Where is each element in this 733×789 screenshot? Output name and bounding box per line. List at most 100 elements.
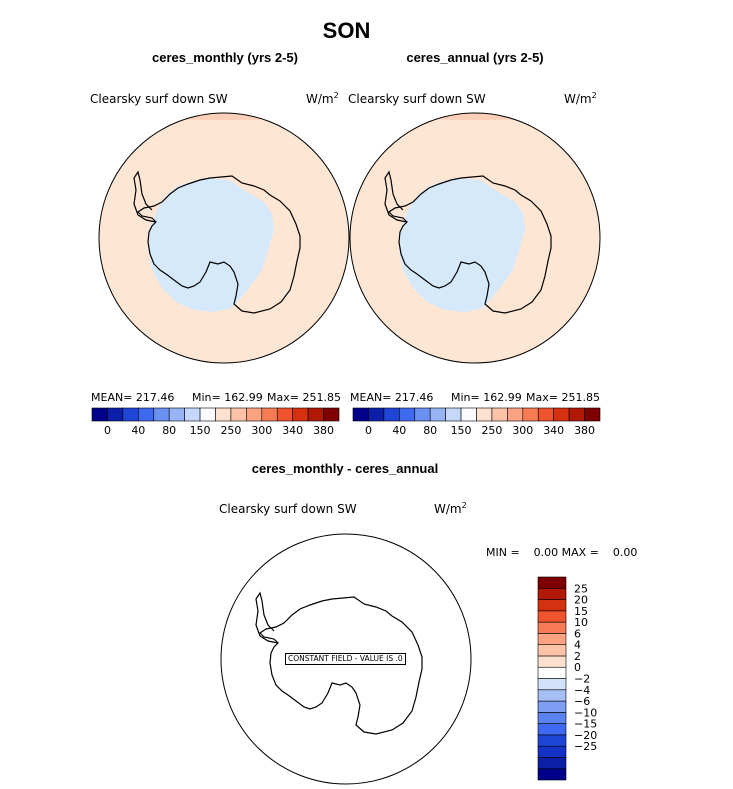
colorbar-monthly: 0 40 80 150 250 300 340 380: [91, 407, 340, 437]
colorbar-diff-tick-label: −10: [574, 706, 597, 719]
colorbar-monthly-swatch: [323, 407, 340, 422]
colorbar-annual-swatch: [553, 407, 570, 422]
colorbar-monthly-swatch: [138, 407, 155, 422]
colorbar-monthly-tick-label: 150: [190, 424, 211, 437]
colorbar-annual-swatch: [537, 407, 554, 422]
colorbar-diff-swatch: [537, 599, 567, 612]
constant-field-label: CONSTANT FIELD - VALUE IS .0: [285, 653, 406, 665]
colorbar-diff-swatch: [537, 745, 567, 758]
map-border-annual: [349, 112, 601, 364]
colorbar-annual-swatch: [414, 407, 431, 422]
colorbar-monthly-swatch: [107, 407, 124, 422]
panel-title-monthly: ceres_monthly (yrs 2-5): [152, 50, 298, 65]
colorbar-diff-swatch: [537, 587, 567, 600]
colorbar-annual: 0 40 80 150 250 300 340 380: [352, 407, 601, 437]
min-monthly: Min= 162.99: [192, 391, 263, 404]
colorbar-diff-swatch: [537, 576, 567, 589]
season-title: SON: [322, 18, 371, 43]
colorbar-monthly-swatch: [91, 407, 108, 422]
colorbar-diff-swatch: [537, 621, 567, 634]
colorbar-diff-tick-label: −25: [574, 740, 597, 753]
colorbar-annual-swatch: [507, 407, 524, 422]
panel-title-diff: ceres_monthly - ceres_annual: [251, 461, 439, 476]
variable-label-diff: Clearsky surf down SW: [219, 502, 357, 516]
colorbar-annual-swatch: [584, 407, 601, 422]
colorbar-diff-swatch: [537, 768, 567, 781]
colorbar-annual-tick-label: 150: [451, 424, 472, 437]
rim-band-monthly: [99, 113, 349, 120]
colorbar-diff-tick-label: 10: [574, 616, 588, 629]
map-panel-annual: [349, 112, 601, 364]
colorbar-annual-tick-label: 40: [392, 424, 406, 437]
colorbar-diff-tick-label: 4: [574, 639, 581, 652]
colorbar-monthly-tick-label: 80: [162, 424, 176, 437]
colorbar-monthly-tick-label: 40: [131, 424, 145, 437]
colorbar-monthly-swatch: [122, 407, 139, 422]
colorbar-monthly-tick-label: 0: [104, 424, 111, 437]
colorbar-monthly-swatch: [307, 407, 324, 422]
panel-title-annual: ceres_annual (yrs 2-5): [406, 50, 544, 65]
colorbar-diff-swatch: [537, 723, 567, 736]
colorbar-diff-tick-label: 20: [574, 594, 588, 607]
colorbar-diff-swatch: [537, 734, 567, 747]
colorbar-annual-tick-label: 0: [365, 424, 372, 437]
colorbar-monthly-swatch: [199, 407, 216, 422]
rim-band-annual: [350, 113, 600, 120]
colorbar-annual-swatch: [368, 407, 385, 422]
colorbar-diff-swatch: [537, 633, 567, 645]
mean-monthly: MEAN= 217.46: [91, 391, 175, 404]
colorbar-annual-swatch: [445, 407, 462, 422]
colorbar-diff-tick-label: −6: [574, 695, 590, 708]
colorbar-monthly-swatch: [292, 407, 309, 422]
max-annual: Max= 251.85: [526, 391, 600, 404]
colorbar-diff-tick-label: −2: [574, 673, 590, 686]
map-panel-monthly: [98, 112, 350, 364]
colorbar-monthly-tick-label: 340: [282, 424, 303, 437]
colorbar-monthly-swatch: [261, 407, 278, 422]
colorbar-monthly-swatch: [184, 407, 201, 422]
colorbar-diff-tick-label: 15: [574, 605, 588, 618]
colorbar-annual-swatch: [476, 407, 493, 422]
colorbar-diff-tick-label: 6: [574, 627, 581, 640]
colorbar-annual-tick-label: 380: [574, 424, 595, 437]
variable-label-monthly: Clearsky surf down SW: [90, 92, 228, 106]
colorbar-diff-tick-label: 2: [574, 650, 581, 663]
colorbar-monthly-tick-label: 250: [220, 424, 241, 437]
colorbar-annual-tick-label: 80: [423, 424, 437, 437]
colorbar-monthly-swatch: [276, 407, 293, 422]
colorbar-monthly-tick-label: 300: [251, 424, 272, 437]
map-border-diff: [220, 533, 472, 785]
colorbar-diff-swatch: [537, 757, 567, 770]
colorbar-annual-swatch: [429, 407, 446, 422]
colorbar-annual-tick-label: 300: [512, 424, 533, 437]
colorbar-diff-tick-label: −4: [574, 684, 590, 697]
colorbar-monthly-swatch: [230, 407, 247, 422]
colorbar-diff-tick-label: −20: [574, 729, 597, 742]
colorbar-diff-swatch: [537, 678, 567, 691]
min-annual: Min= 162.99: [451, 391, 522, 404]
map-border-monthly: [98, 112, 350, 364]
colorbar-annual-swatch: [383, 407, 400, 422]
colorbar-annual-swatch: [352, 407, 369, 422]
colorbar-monthly-swatch: [215, 407, 232, 422]
colorbar-diff-swatch: [537, 689, 567, 702]
colorbar-annual-swatch: [491, 407, 508, 422]
colorbar-annual-swatch: [399, 407, 416, 422]
diff-stats: MIN = 0.00 MAX = 0.00: [486, 546, 638, 559]
colorbar-monthly-swatch: [168, 407, 185, 422]
mean-annual: MEAN= 217.46: [350, 391, 434, 404]
colorbar-annual-swatch: [522, 407, 539, 422]
colorbar-diff-swatch: [537, 666, 567, 679]
units-annual: W/m2: [564, 91, 597, 106]
colorbar-annual-swatch: [460, 407, 477, 422]
colorbar-annual-swatch: [568, 407, 585, 422]
colorbar-diff-tick-label: 25: [574, 582, 588, 595]
colorbar-annual-tick-label: 340: [543, 424, 564, 437]
colorbar-diff-swatch: [537, 712, 567, 724]
units-diff: W/m2: [434, 501, 467, 516]
units-monthly: W/m2: [306, 91, 339, 106]
max-monthly: Max= 251.85: [267, 391, 341, 404]
colorbar-diff-swatch: [537, 644, 567, 657]
